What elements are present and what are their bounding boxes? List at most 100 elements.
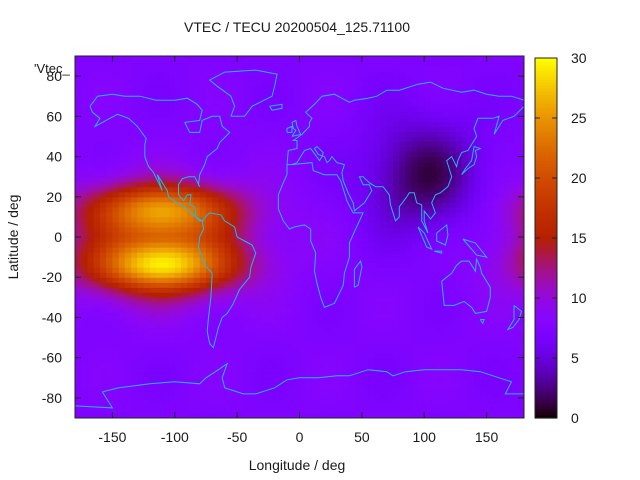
heatmap-cell	[486, 312, 494, 319]
heatmap-cell	[480, 237, 488, 243]
heatmap-cell	[143, 242, 151, 248]
heatmap-cell	[474, 66, 481, 72]
heatmap-cell	[505, 272, 513, 278]
heatmap-cell	[156, 397, 163, 404]
heatmap-cell	[311, 231, 319, 238]
heatmap-cell	[467, 181, 475, 188]
heatmap-cell	[112, 392, 120, 399]
heatmap-cell	[411, 397, 419, 404]
heatmap-cell	[156, 66, 163, 72]
heatmap-cell	[305, 181, 313, 188]
heatmap-cell	[168, 226, 176, 233]
heatmap-cell	[131, 161, 138, 168]
heatmap-cell	[205, 362, 213, 369]
heatmap-cell	[442, 342, 450, 349]
heatmap-cell	[249, 156, 257, 163]
heatmap-cell	[87, 131, 95, 138]
heatmap-cell	[449, 402, 457, 409]
heatmap-cell	[380, 342, 388, 349]
heatmap-cell	[99, 357, 107, 364]
heatmap-cell	[212, 226, 220, 233]
heatmap-cell	[205, 282, 213, 288]
heatmap-cell	[424, 96, 432, 102]
heatmap-cell	[99, 407, 107, 414]
heatmap-cell	[380, 372, 388, 379]
heatmap-cell	[224, 96, 232, 102]
heatmap-cell	[131, 76, 138, 82]
heatmap-cell	[124, 237, 132, 243]
heatmap-cell	[449, 96, 457, 102]
heatmap-cell	[467, 136, 475, 143]
heatmap-cell	[455, 277, 463, 283]
heatmap-cell	[112, 407, 120, 414]
heatmap-cell	[268, 412, 276, 418]
heatmap-cell	[205, 66, 213, 72]
heatmap-cell	[467, 357, 475, 364]
heatmap-cell	[81, 282, 89, 288]
heatmap-cell	[149, 91, 157, 97]
heatmap-cell	[305, 211, 313, 218]
heatmap-cell	[237, 156, 244, 163]
heatmap-cell	[318, 126, 326, 133]
heatmap-cell	[156, 206, 163, 213]
heatmap-cell	[336, 226, 344, 233]
heatmap-cell	[474, 302, 481, 308]
heatmap-cell	[411, 211, 419, 218]
heatmap-cell	[461, 272, 469, 278]
heatmap-cell	[268, 402, 276, 409]
heatmap-cell	[324, 382, 332, 389]
heatmap-cell	[355, 76, 363, 82]
heatmap-cell	[205, 332, 213, 339]
heatmap-cell	[393, 136, 400, 143]
heatmap-cell	[311, 387, 319, 394]
heatmap-cell	[430, 387, 438, 394]
heatmap-cell	[374, 397, 382, 404]
heatmap-cell	[156, 146, 163, 153]
heatmap-cell	[193, 332, 201, 339]
heatmap-cell	[461, 196, 469, 203]
heatmap-cell	[467, 317, 475, 324]
heatmap-cell	[124, 166, 132, 173]
heatmap-cell	[124, 297, 132, 303]
heatmap-cell	[374, 242, 382, 248]
heatmap-cell	[218, 176, 226, 183]
heatmap-cell	[93, 216, 101, 223]
heatmap-cell	[287, 101, 294, 107]
heatmap-cell	[249, 86, 257, 92]
heatmap-cell	[162, 226, 170, 233]
heatmap-cell	[149, 221, 157, 228]
heatmap-cell	[237, 317, 244, 324]
heatmap-cell	[355, 242, 363, 248]
heatmap-cell	[474, 121, 481, 127]
heatmap-cell	[93, 181, 101, 188]
heatmap-cell	[262, 292, 269, 298]
heatmap-cell	[355, 292, 363, 298]
heatmap-cell	[249, 347, 257, 354]
heatmap-cell	[156, 242, 163, 248]
heatmap-cell	[143, 287, 151, 293]
heatmap-cell	[156, 71, 163, 77]
heatmap-cell	[212, 272, 220, 278]
heatmap-cell	[75, 191, 82, 198]
heatmap-cell	[480, 126, 488, 133]
heatmap-cell	[299, 312, 307, 319]
heatmap-cell	[137, 287, 145, 293]
heatmap-cell	[343, 412, 350, 418]
heatmap-cell	[349, 382, 357, 389]
heatmap-cell	[168, 191, 176, 198]
heatmap-cell	[436, 237, 444, 243]
heatmap-cell	[343, 221, 350, 228]
heatmap-cell	[268, 292, 276, 298]
heatmap-cell	[474, 332, 481, 339]
heatmap-cell	[280, 171, 288, 178]
heatmap-cell	[336, 377, 344, 384]
heatmap-cell	[461, 56, 469, 62]
heatmap-cell	[405, 126, 413, 133]
heatmap-cell	[455, 257, 463, 263]
heatmap-cell	[386, 81, 394, 87]
heatmap-cell	[355, 382, 363, 389]
heatmap-cell	[224, 297, 232, 303]
heatmap-cell	[224, 292, 232, 298]
heatmap-cell	[149, 86, 157, 92]
heatmap-cell	[480, 86, 488, 92]
